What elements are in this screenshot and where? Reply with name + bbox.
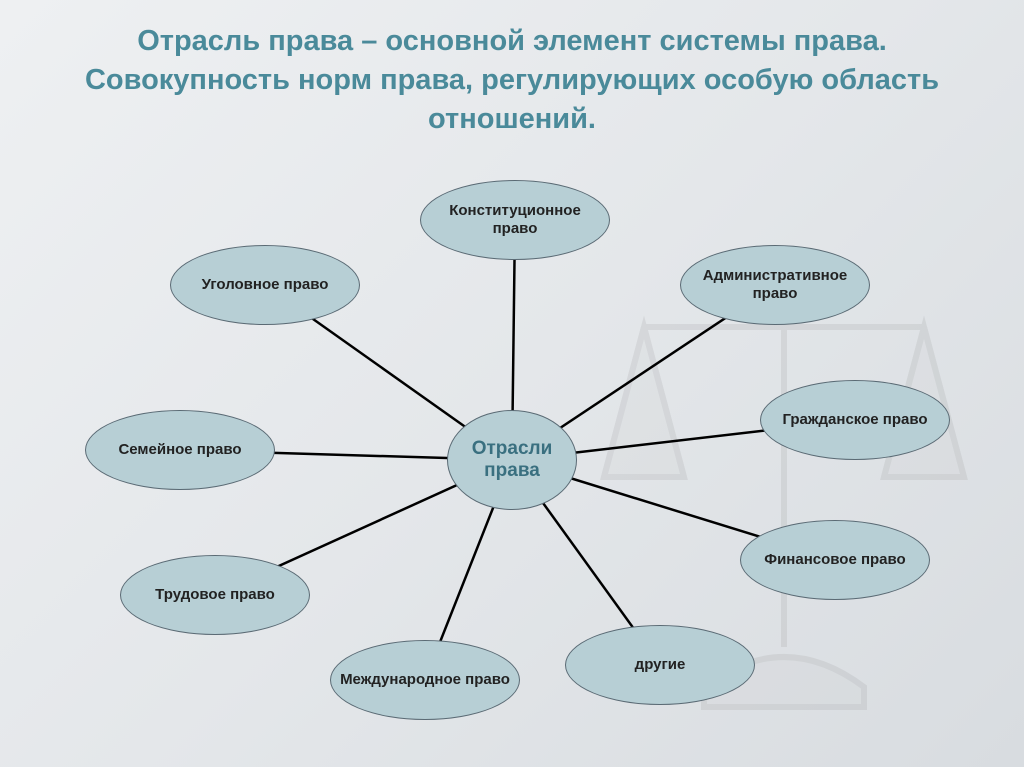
center-label: Отрасли права xyxy=(448,438,576,482)
center-node: Отрасли права xyxy=(447,410,577,510)
branch-label: Международное право xyxy=(340,671,510,689)
branch-node: другие xyxy=(565,625,755,705)
branch-node: Трудовое право xyxy=(120,555,310,635)
branch-label: Трудовое право xyxy=(155,586,275,604)
branch-label: Финансовое право xyxy=(764,551,905,569)
radial-diagram: Отрасли права Конституционное право Админ… xyxy=(0,150,1024,750)
branch-node: Международное право xyxy=(330,640,520,720)
branch-node: Конституционное право xyxy=(420,180,610,260)
branch-label: Гражданское право xyxy=(782,411,927,429)
page-title: Отрасль права – основной элемент системы… xyxy=(0,0,1024,149)
branch-node: Гражданское право xyxy=(760,380,950,460)
branch-node: Уголовное право xyxy=(170,245,360,325)
branch-label: Конституционное право xyxy=(426,202,604,238)
branch-label: Уголовное право xyxy=(202,276,329,294)
branch-node: Административное право xyxy=(680,245,870,325)
branch-label: Административное право xyxy=(686,267,864,303)
branch-node: Финансовое право xyxy=(740,520,930,600)
branch-label: Семейное право xyxy=(118,441,241,459)
branch-node: Семейное право xyxy=(85,410,275,490)
branch-label: другие xyxy=(635,656,686,674)
